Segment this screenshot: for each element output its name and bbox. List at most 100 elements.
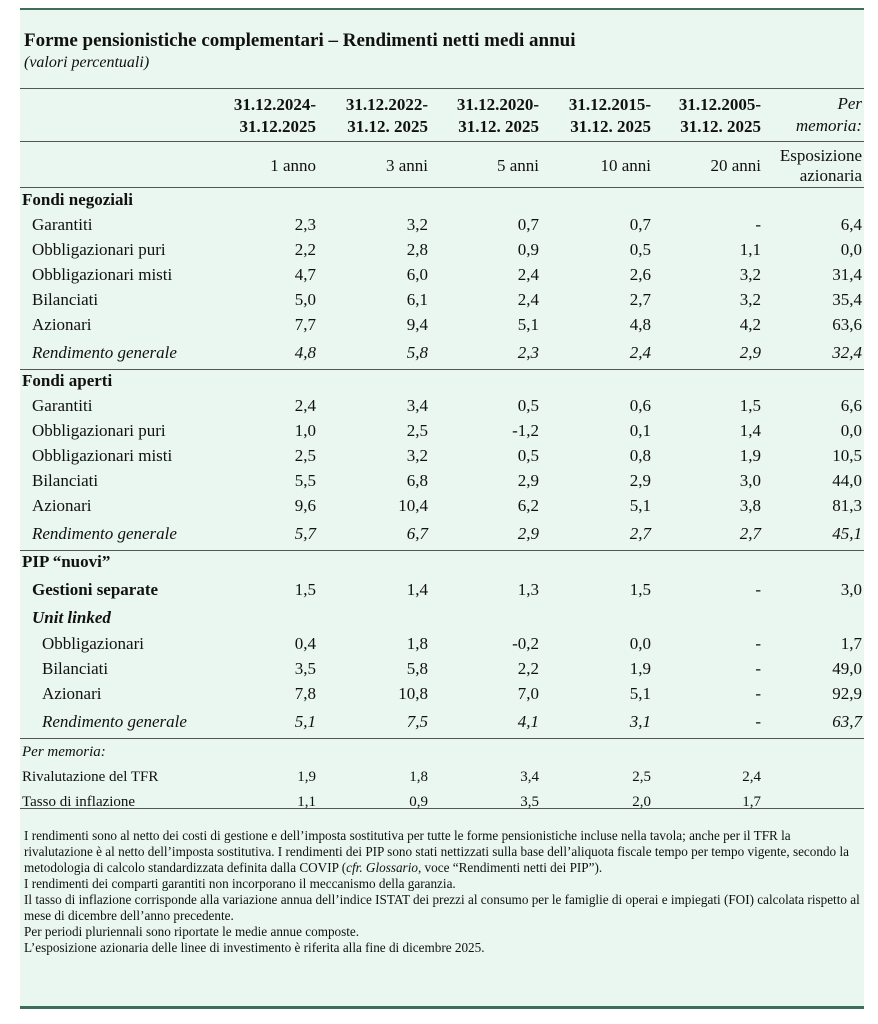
value-cell: 81,3 [832, 496, 862, 515]
value-cell: 2,6 [629, 265, 651, 284]
value-cell: 2,4 [517, 290, 539, 309]
value-cell: - [755, 712, 761, 731]
row-label: Obbligazionari misti [32, 265, 173, 284]
summary-row-label: Rendimento generale [32, 524, 177, 543]
value-cell: 3,8 [739, 496, 761, 515]
memo-column-header: Per [837, 94, 862, 113]
header-top-rule [20, 88, 864, 89]
value-cell: 6,1 [406, 290, 428, 309]
subsection-heading: Unit linked [32, 608, 111, 627]
value-cell: 5,1 [517, 315, 539, 334]
value-cell: 4,1 [517, 712, 539, 731]
summary-row-label: Rendimento generale [32, 343, 177, 362]
value-cell: 0,0 [840, 421, 862, 440]
column-period-start: 31.12.2005- [678, 95, 761, 114]
memo-column-label: azionaria [799, 166, 862, 185]
value-cell: 3,4 [406, 396, 428, 415]
value-cell: 32,4 [832, 343, 862, 362]
memo-value-cell: 3,4 [520, 769, 539, 785]
value-cell: 1,9 [629, 659, 651, 678]
memo-value-cell: 1,1 [297, 794, 316, 810]
value-cell: 2,4 [294, 396, 316, 415]
value-cell: 9,6 [294, 496, 316, 515]
section-heading: Fondi negoziali [22, 190, 133, 209]
value-cell: 4,2 [739, 315, 761, 334]
column-period-start: 31.12.2015- [568, 95, 651, 114]
memo-value-cell: 3,5 [520, 794, 539, 810]
value-cell: 0,6 [629, 396, 651, 415]
value-cell: - [755, 659, 761, 678]
value-cell: 2,7 [629, 290, 651, 309]
value-cell: 0,0 [840, 240, 862, 259]
value-cell: 2,9 [517, 471, 539, 490]
value-cell: -1,2 [512, 421, 539, 440]
footnote-1: I rendimenti sono al netto dei costi di … [24, 828, 849, 875]
summary-row-label: Rendimento generale [42, 712, 187, 731]
value-cell: 1,7 [840, 634, 862, 653]
value-cell: 45,1 [832, 524, 862, 543]
header-bottom-rule [20, 187, 864, 188]
column-period-end: 31.12. 2025 [458, 117, 539, 136]
value-cell: 3,0 [739, 471, 761, 490]
value-cell: 1,1 [739, 240, 761, 259]
section-rule [20, 369, 864, 370]
memo-value-cell: 0,9 [409, 794, 428, 810]
column-period-end: 31.12.2025 [239, 117, 317, 136]
value-cell: 0,5 [517, 446, 539, 465]
section-heading: Fondi aperti [22, 371, 113, 390]
value-cell: 1,5 [629, 580, 651, 599]
value-cell: 2,4 [517, 265, 539, 284]
value-cell: 5,7 [294, 524, 316, 543]
row-label: Azionari [42, 684, 102, 703]
value-cell: 0,0 [629, 634, 651, 653]
value-cell: 2,7 [739, 524, 761, 543]
column-label: 10 anni [600, 156, 651, 175]
value-cell: 2,9 [739, 343, 761, 362]
row-label: Azionari [32, 315, 92, 334]
column-period-end: 31.12. 2025 [570, 117, 651, 136]
value-cell: 2,9 [517, 524, 539, 543]
value-cell: 2,2 [294, 240, 316, 259]
column-label: 20 anni [710, 156, 761, 175]
value-cell: 1,9 [739, 446, 761, 465]
value-cell: 6,8 [406, 471, 428, 490]
value-cell: 6,0 [406, 265, 428, 284]
memo-row-label: Tasso di inflazione [22, 794, 136, 810]
section-rule [20, 550, 864, 551]
value-cell: 9,4 [406, 315, 428, 334]
value-cell: 0,9 [517, 240, 539, 259]
row-label: Obbligazionari puri [32, 240, 166, 259]
value-cell: 10,4 [398, 496, 428, 515]
value-cell: - [755, 580, 761, 599]
value-cell: 1,0 [294, 421, 316, 440]
row-label: Obbligazionari misti [32, 446, 173, 465]
value-cell: 3,2 [406, 215, 428, 234]
value-cell: 4,7 [294, 265, 316, 284]
value-cell: 7,0 [517, 684, 539, 703]
memo-row-label: Rivalutazione del TFR [22, 769, 159, 785]
footnotes: I rendimenti sono al netto dei costi di … [24, 828, 862, 956]
value-cell: 2,5 [294, 446, 316, 465]
footnote-4: Per periodi pluriennali sono riportate l… [24, 924, 360, 939]
column-label: 5 anni [496, 156, 539, 175]
row-label: Bilanciati [32, 290, 99, 309]
value-cell: 4,8 [629, 315, 651, 334]
value-cell: 2,5 [406, 421, 428, 440]
value-cell: 0,1 [629, 421, 651, 440]
header-mid-rule [20, 141, 864, 142]
memo-value-cell: 2,4 [742, 769, 761, 785]
memo-heading: Per memoria: [22, 744, 106, 760]
value-cell: 2,7 [629, 524, 651, 543]
value-cell: - [755, 684, 761, 703]
value-cell: 5,1 [629, 684, 651, 703]
value-cell: 5,0 [294, 290, 316, 309]
value-cell: 3,1 [629, 712, 651, 731]
value-cell: 0,7 [517, 215, 539, 234]
value-cell: 5,5 [294, 471, 316, 490]
value-cell: 5,1 [294, 712, 316, 731]
value-cell: - [755, 634, 761, 653]
value-cell: 0,8 [629, 446, 651, 465]
value-cell: 5,8 [406, 659, 428, 678]
value-cell: 2,3 [517, 343, 539, 362]
value-cell: 31,4 [832, 265, 862, 284]
